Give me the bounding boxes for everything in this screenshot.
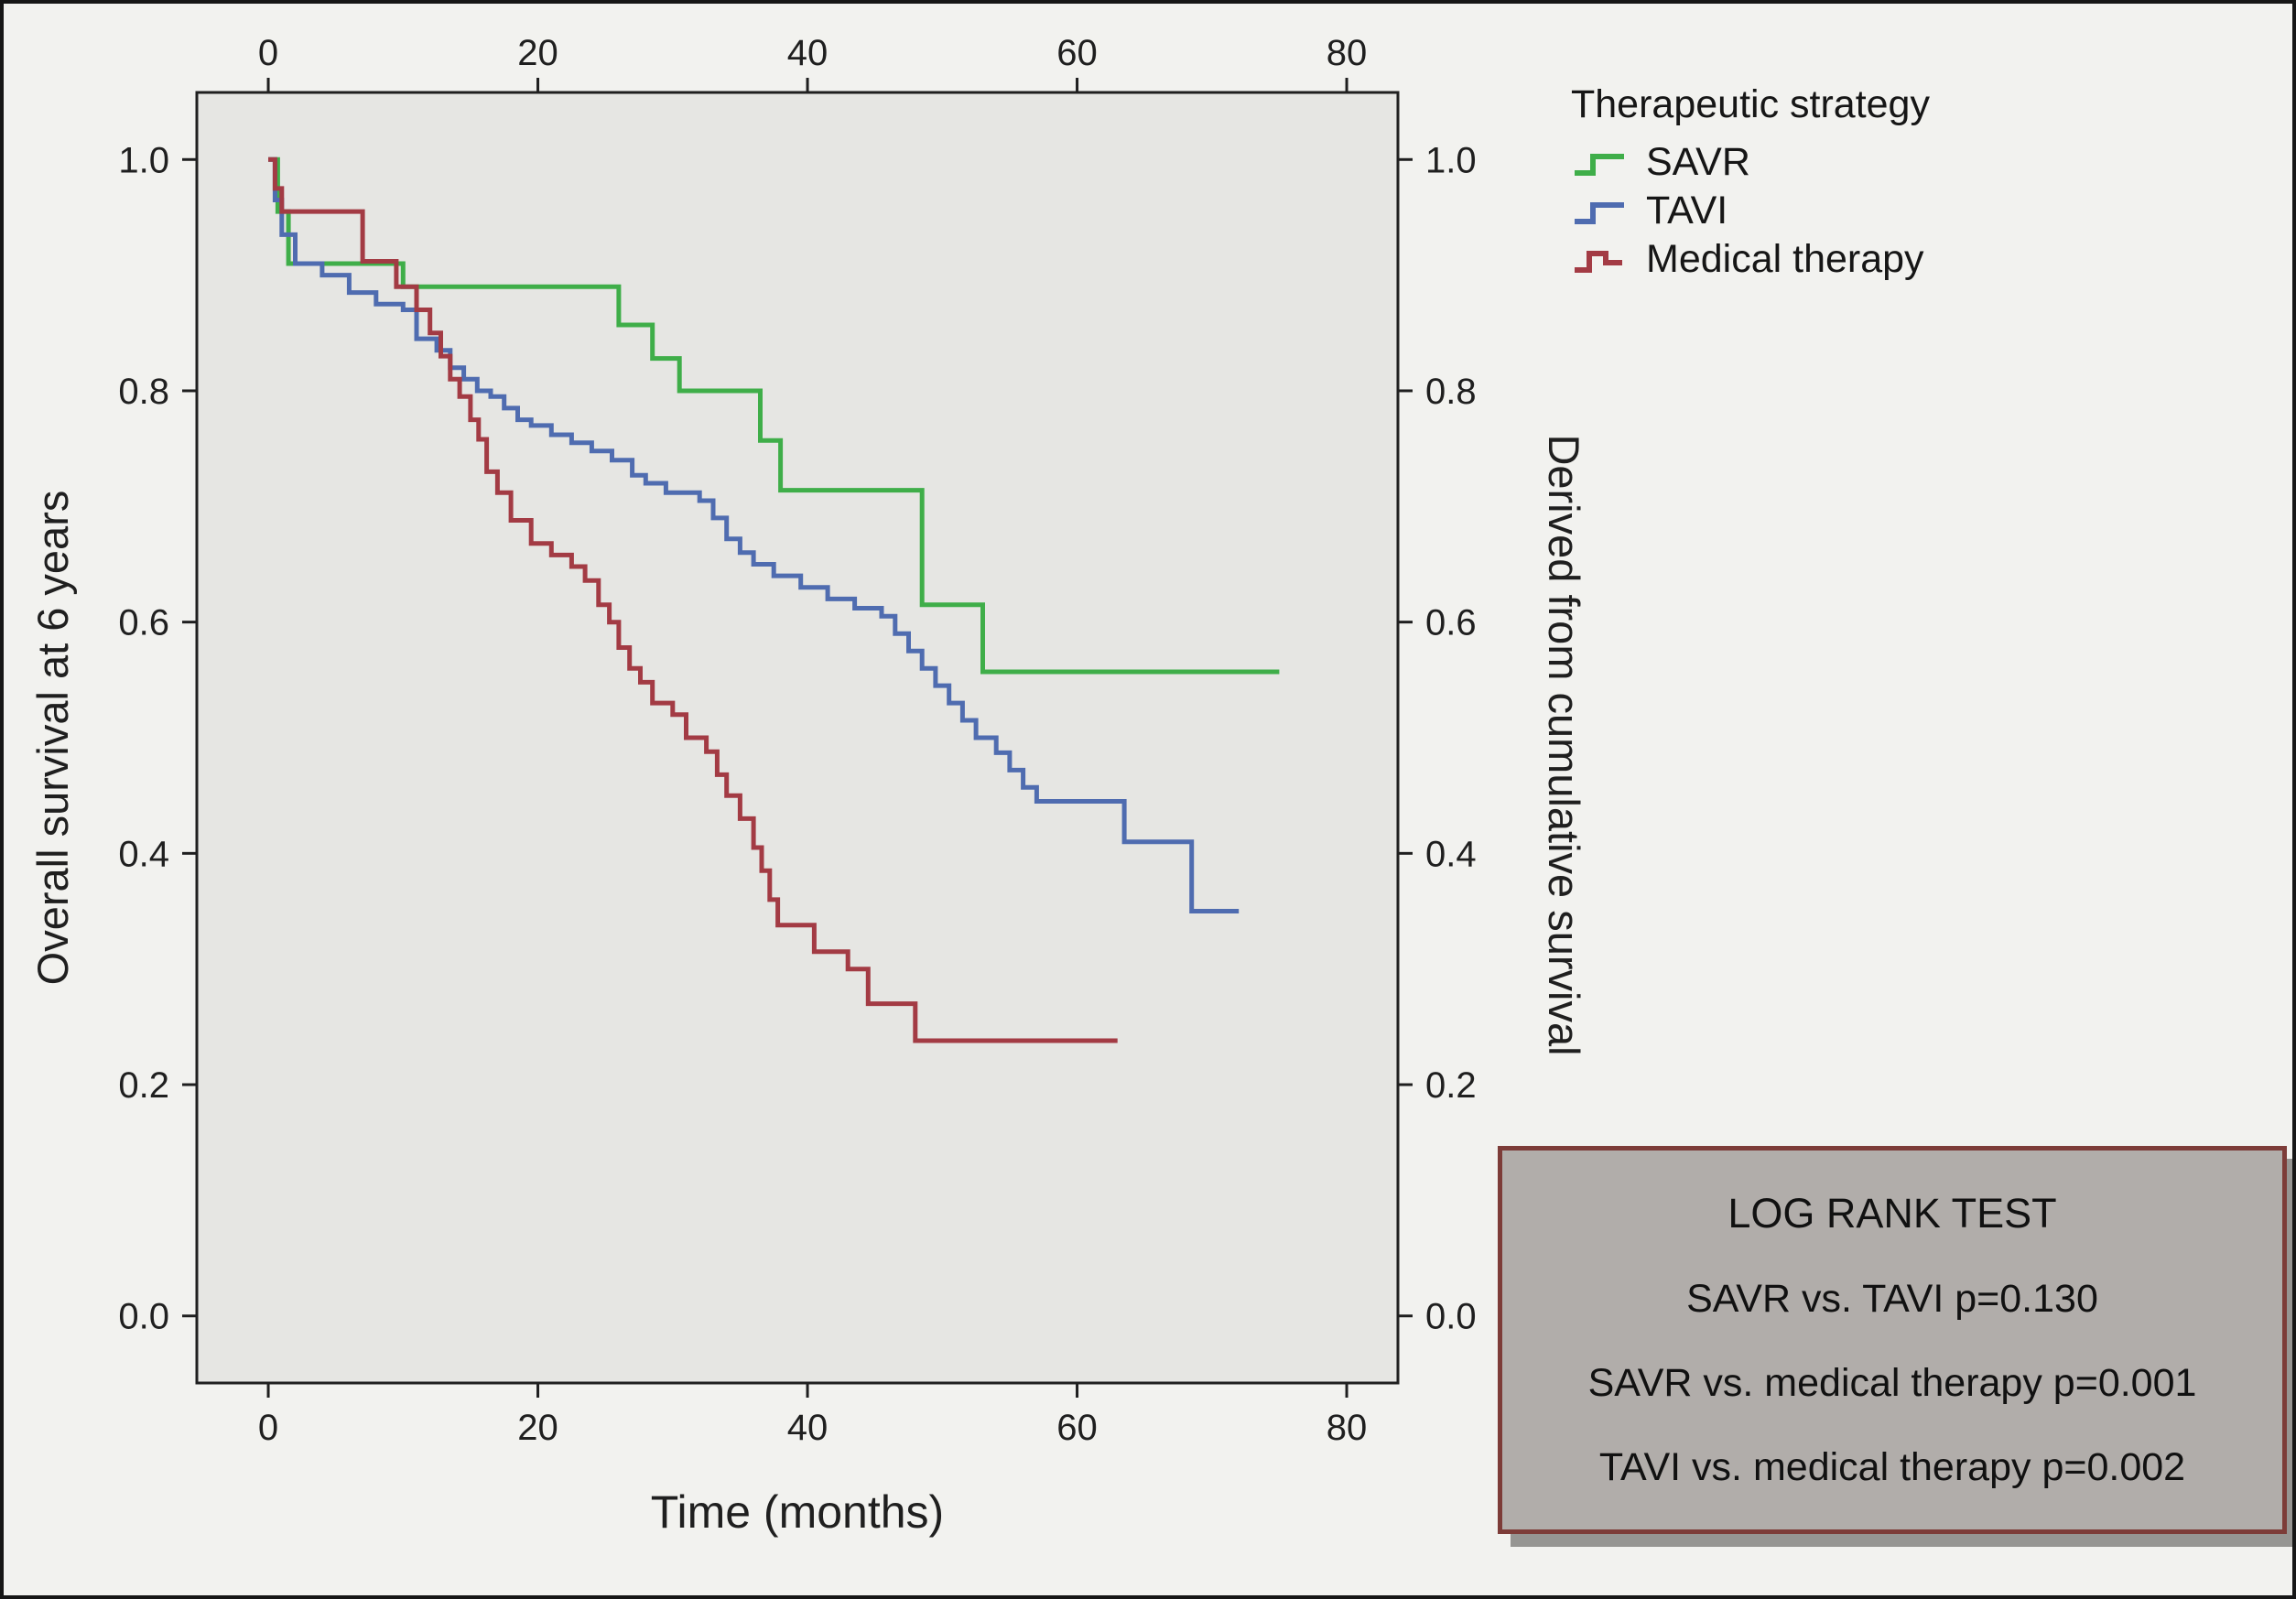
x-tick-label-bottom: 80 [1327,1408,1368,1448]
legend-item-medical: Medical therapy [1571,237,1930,282]
y-tick-label-right: 0.0 [1425,1297,1477,1337]
legend-item-savr: SAVR [1571,140,1930,185]
y-tick-label-left: 0.6 [118,603,169,643]
legend-line-savr-icon [1575,153,1624,176]
y-tick-label-right: 0.2 [1425,1065,1477,1106]
log-rank-line-savr-tavi: SAVR vs. TAVI p=0.130 [1686,1277,2098,1321]
legend-label-savr: SAVR [1646,140,1750,184]
legend-label-tavi: TAVI [1646,189,1728,232]
legend: Therapeutic strategy SAVR TAVI Medical t… [1571,82,1930,286]
y-tick-label-right: 0.4 [1425,834,1477,874]
y-tick-label-right: 1.0 [1425,140,1477,180]
y-axis-label-right: Derived from cumulative survival [1540,434,1588,1055]
y-tick-label-left: 0.2 [118,1065,169,1106]
y-tick-label-left: 1.0 [118,140,169,180]
x-axis-label: Time (months) [651,1486,944,1538]
x-tick-label-bottom: 40 [787,1408,829,1448]
series-savr [268,157,1280,675]
legend-line-medical-icon [1575,250,1622,273]
y-tick-label-left: 0.8 [118,372,169,412]
legend-item-tavi: TAVI [1571,189,1930,233]
x-tick-label-top: 80 [1327,33,1368,73]
plot-area [195,91,1400,1385]
log-rank-line-savr-medical: SAVR vs. medical therapy p=0.001 [1587,1361,2197,1405]
x-tick-label-bottom: 0 [258,1408,278,1448]
y-axis-label-left: Overall survival at 6 years [28,491,77,986]
y-tick-label-left: 0.0 [118,1297,169,1337]
legend-title: Therapeutic strategy [1571,82,1930,126]
x-tick-label-top: 0 [258,33,278,73]
x-tick-label-bottom: 60 [1056,1408,1098,1448]
y-tick-label-right: 0.8 [1425,372,1477,412]
x-tick-label-top: 40 [787,33,829,73]
x-tick-label-bottom: 20 [517,1408,558,1448]
log-rank-title: LOG RANK TEST [1727,1190,2057,1237]
series-tavi [268,157,1240,913]
x-tick-label-top: 60 [1056,33,1098,73]
series-medical-therapy [268,157,1118,1043]
y-tick-label-left: 0.4 [118,834,169,874]
legend-label-medical: Medical therapy [1646,237,1924,281]
legend-line-tavi-icon [1575,201,1624,224]
log-rank-box: LOG RANK TEST SAVR vs. TAVI p=0.130 SAVR… [1498,1146,2287,1534]
y-tick-label-right: 0.6 [1425,603,1477,643]
log-rank-line-tavi-medical: TAVI vs. medical therapy p=0.002 [1598,1445,2186,1489]
x-tick-label-top: 20 [517,33,558,73]
kaplan-meier-chart: 0 0 20 20 40 40 60 60 80 80 0.0 0.0 0.2 0.2 0.4 0.4 0.6 0… [28,33,1588,1538]
